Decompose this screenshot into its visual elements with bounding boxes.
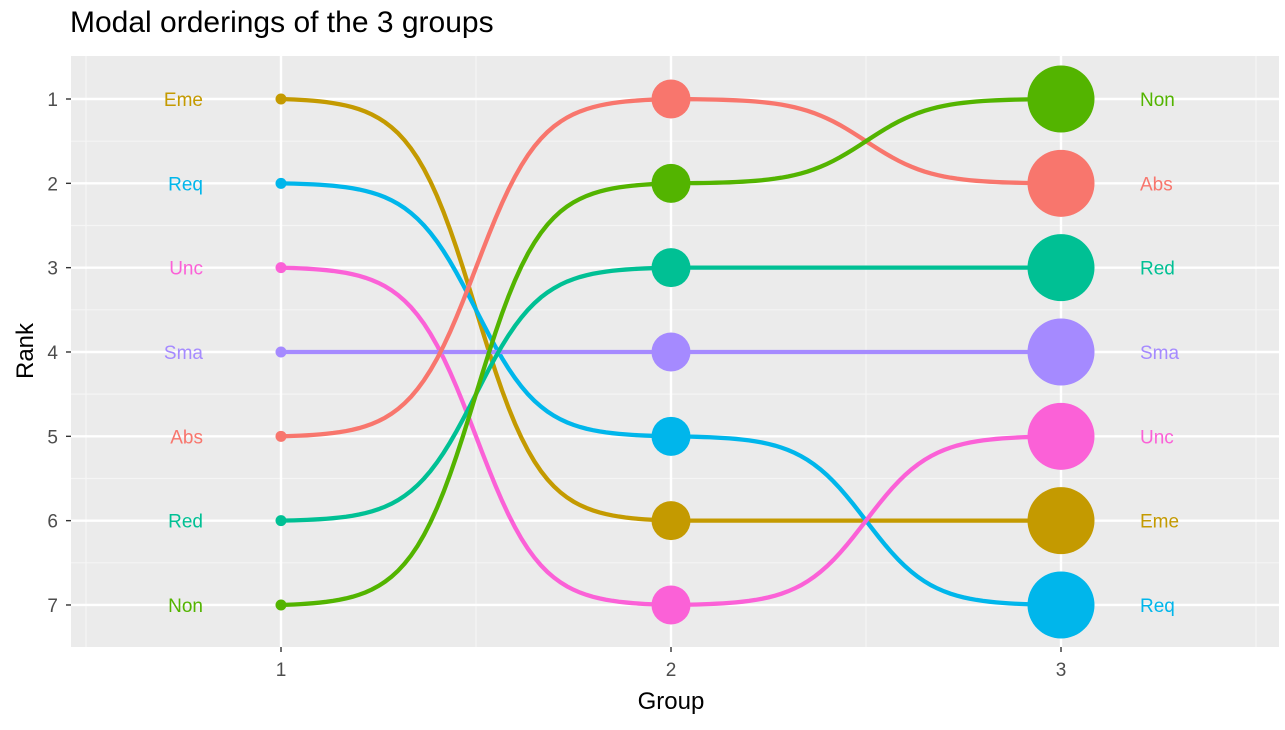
point-red-group-2 <box>651 248 691 288</box>
point-req-group-1 <box>275 177 287 189</box>
x-axis: 1 2 3 <box>276 647 1067 681</box>
left-label-non: Non <box>168 596 203 617</box>
x-axis-title: Group <box>638 688 705 715</box>
point-eme-group-2 <box>651 501 691 541</box>
right-label-non: Non <box>1140 90 1175 111</box>
y-tick-label: 4 <box>47 343 58 364</box>
point-unc-group-3 <box>1027 402 1095 470</box>
minor-gridlines <box>71 56 1279 647</box>
y-axis: 1 2 3 4 5 6 7 <box>47 90 71 617</box>
point-abs-group-1 <box>275 430 287 442</box>
point-non-group-1 <box>275 599 287 611</box>
point-sma-group-1 <box>275 346 287 358</box>
y-tick-label: 5 <box>47 427 58 448</box>
point-red-group-3 <box>1027 234 1095 302</box>
point-abs-group-3 <box>1027 149 1095 217</box>
point-sma-group-2 <box>651 332 691 372</box>
right-label-eme: Eme <box>1140 512 1179 533</box>
point-sma-group-3 <box>1027 318 1095 386</box>
y-tick-label: 1 <box>47 90 58 111</box>
left-label-red: Red <box>168 512 203 533</box>
point-abs-group-2 <box>651 79 691 119</box>
left-label-sma: Sma <box>164 343 204 364</box>
left-label-unc: Unc <box>169 259 203 280</box>
right-label-abs: Abs <box>1140 174 1173 195</box>
left-label-eme: Eme <box>164 90 203 111</box>
series-points <box>275 65 1095 639</box>
point-req-group-2 <box>651 416 691 456</box>
x-tick-label: 2 <box>666 660 677 681</box>
chart-title: Modal orderings of the 3 groups <box>70 6 494 39</box>
point-req-group-3 <box>1027 571 1095 639</box>
point-eme-group-3 <box>1027 487 1095 555</box>
y-tick-label: 6 <box>47 512 58 533</box>
left-label-abs: Abs <box>170 427 203 448</box>
point-unc-group-1 <box>275 262 287 274</box>
right-label-unc: Unc <box>1140 427 1174 448</box>
point-non-group-3 <box>1027 65 1095 133</box>
y-axis-title: Rank <box>12 322 39 379</box>
x-tick-label: 3 <box>1056 660 1067 681</box>
point-eme-group-1 <box>275 93 287 105</box>
y-tick-label: 2 <box>47 174 58 195</box>
y-tick-label: 3 <box>47 259 58 280</box>
left-label-req: Req <box>168 174 203 195</box>
right-label-req: Req <box>1140 596 1175 617</box>
point-unc-group-2 <box>651 585 691 625</box>
right-label-red: Red <box>1140 259 1175 280</box>
point-red-group-1 <box>275 515 287 527</box>
x-tick-label: 1 <box>276 660 287 681</box>
series-labels: Eme Eme Req Req Unc Unc Sma Sma Abs Abs Red Red Non N… <box>164 90 1180 617</box>
point-non-group-2 <box>651 163 691 203</box>
y-tick-label: 7 <box>47 596 58 617</box>
right-label-sma: Sma <box>1140 343 1180 364</box>
